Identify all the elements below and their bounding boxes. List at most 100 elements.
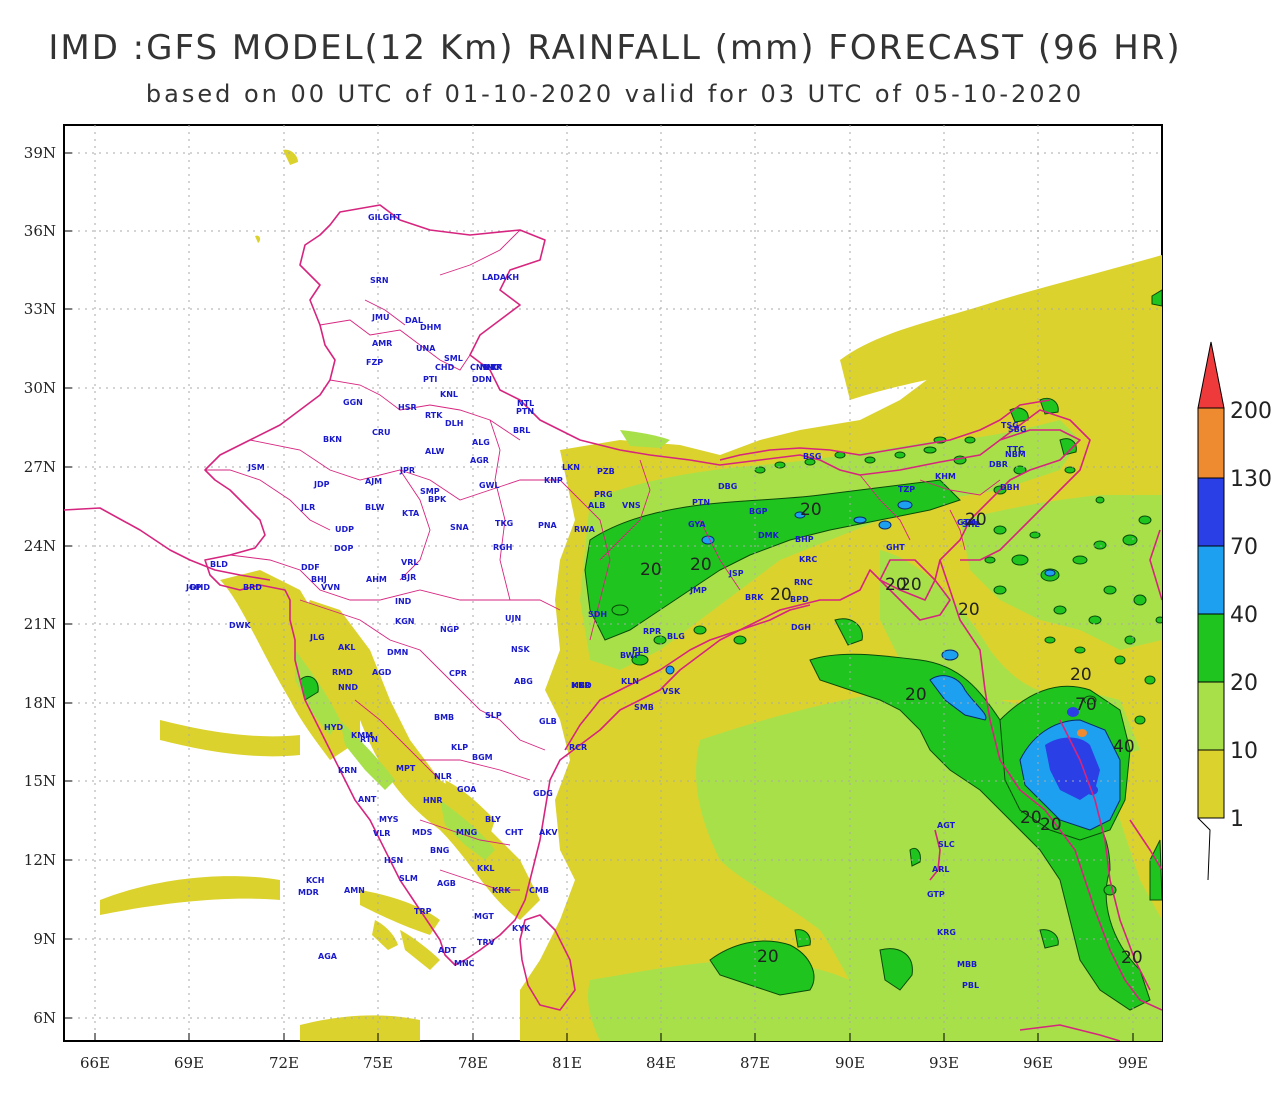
station-label: KKL xyxy=(477,864,495,873)
contour-label: 20 xyxy=(1020,808,1042,828)
station-label: KKR xyxy=(572,681,591,690)
station-label: RWA xyxy=(574,525,596,534)
station-label: BPK xyxy=(428,495,447,504)
tibet-border xyxy=(719,399,1051,461)
station-label: VRL xyxy=(401,558,418,567)
legend-colorbar: 1 10 20 40 70 130 200 xyxy=(1197,341,1272,881)
lon-tick-label: 78E xyxy=(458,1054,488,1072)
india-outline xyxy=(204,204,1081,966)
contour-label: 20 xyxy=(905,685,927,705)
lat-tick-label: 18N xyxy=(24,694,56,712)
station-label: SRN xyxy=(370,276,389,285)
station-label: PTI xyxy=(423,375,437,384)
myanmar-coast xyxy=(1059,719,1151,991)
station-label: PBL xyxy=(962,981,979,990)
contour-label: 20 xyxy=(800,500,822,520)
latitude-ticks: 39N 36N 33N 30N 27N 24N 21N 18N 15N 12N 9N 6N xyxy=(24,144,72,1027)
station-label: JSP xyxy=(728,569,744,578)
station-label: GHT xyxy=(886,543,905,552)
station-label: CNB xyxy=(470,363,489,372)
station-label: PNA xyxy=(538,521,558,530)
station-label: BWP xyxy=(620,651,640,660)
lon-tick-label: 66E xyxy=(80,1054,110,1072)
station-label: MBB xyxy=(957,960,977,969)
station-label: GYA xyxy=(688,520,706,529)
station-label: BGP xyxy=(749,507,768,516)
station-label: SDH xyxy=(588,610,607,619)
station-label: TTC xyxy=(1007,445,1024,454)
station-label: AKV xyxy=(539,828,558,837)
station-label: NTL xyxy=(517,399,534,408)
legend-label: 1 xyxy=(1230,807,1244,832)
station-label: UJN xyxy=(505,614,521,623)
lat-tick-label: 12N xyxy=(24,851,56,869)
lat-tick-label: 15N xyxy=(24,772,56,790)
east-coast-india xyxy=(564,604,811,751)
station-label: KTA xyxy=(402,509,420,518)
station-label: MBD xyxy=(571,681,592,690)
station-label: IND xyxy=(395,597,412,606)
station-label: PTN xyxy=(692,498,710,507)
station-label: UDP xyxy=(335,525,354,534)
station-label: KR xyxy=(490,363,502,372)
legend-swatch xyxy=(1197,613,1225,683)
lat-tick-label: 30N xyxy=(24,379,56,397)
station-label: SLC xyxy=(938,840,955,849)
station-label: DLH xyxy=(445,419,463,428)
station-label: SNA xyxy=(450,523,469,532)
station-label: CHT xyxy=(505,828,524,837)
station-label: RMD xyxy=(332,668,353,677)
station-label: BGM xyxy=(472,753,493,762)
station-label: GDG xyxy=(533,789,553,798)
legend-tail xyxy=(1197,817,1211,881)
station-label: CMB xyxy=(529,886,549,895)
station-label: CHD xyxy=(435,363,455,372)
station-label: BLD xyxy=(210,560,228,569)
contour-label: 20 xyxy=(757,947,779,967)
station-label: TZP xyxy=(898,485,915,494)
station-label: JDP xyxy=(313,480,330,489)
station-label: AGD xyxy=(372,668,392,677)
contour-label: 20 xyxy=(885,575,907,595)
station-label: DBG xyxy=(718,482,737,491)
station-label: KNP xyxy=(544,476,563,485)
station-label: KYK xyxy=(512,924,531,933)
station-label: SMP xyxy=(420,487,440,496)
station-label: SMB xyxy=(634,703,654,712)
station-label: BLY xyxy=(485,815,501,824)
station-label: JLR xyxy=(300,503,315,512)
station-label: ALB xyxy=(588,501,605,510)
station-label: SML xyxy=(444,354,463,363)
station-label: RTN xyxy=(360,735,378,744)
station-label: DGH xyxy=(791,623,811,632)
legend-label: 10 xyxy=(1230,739,1258,764)
station-label: KRG xyxy=(937,928,956,937)
station-label: KNL xyxy=(440,390,458,399)
station-label: UTK xyxy=(484,363,503,372)
station-label: RPR xyxy=(643,627,661,636)
station-label: DBH xyxy=(1000,483,1019,492)
station-label: ADT xyxy=(438,946,457,955)
station-label: CRU xyxy=(372,428,391,437)
lat-tick-label: 21N xyxy=(24,615,56,633)
station-label: MGT xyxy=(474,912,494,921)
station-label: TRP xyxy=(414,907,432,916)
station-label: NLR xyxy=(434,772,452,781)
station-label: DOP xyxy=(334,544,353,553)
station-label: IML xyxy=(965,518,981,527)
station-label: BSG xyxy=(803,452,821,461)
station-label: JMU xyxy=(371,313,389,322)
myanmar-border xyxy=(939,559,1162,1011)
station-label: GILGHT xyxy=(368,213,402,222)
station-label: HYD xyxy=(324,723,343,732)
station-label: KCH xyxy=(306,876,324,885)
station-label: BLG xyxy=(667,632,685,641)
station-label: BNG xyxy=(430,846,449,855)
contour-label: 20 xyxy=(900,575,922,595)
station-label: FZP xyxy=(366,358,383,367)
ne-border xyxy=(960,409,1091,561)
station-label: MNC xyxy=(454,959,475,968)
station-label: BRK xyxy=(745,593,764,602)
station-label: DMK xyxy=(758,531,780,540)
bangladesh xyxy=(879,559,951,621)
